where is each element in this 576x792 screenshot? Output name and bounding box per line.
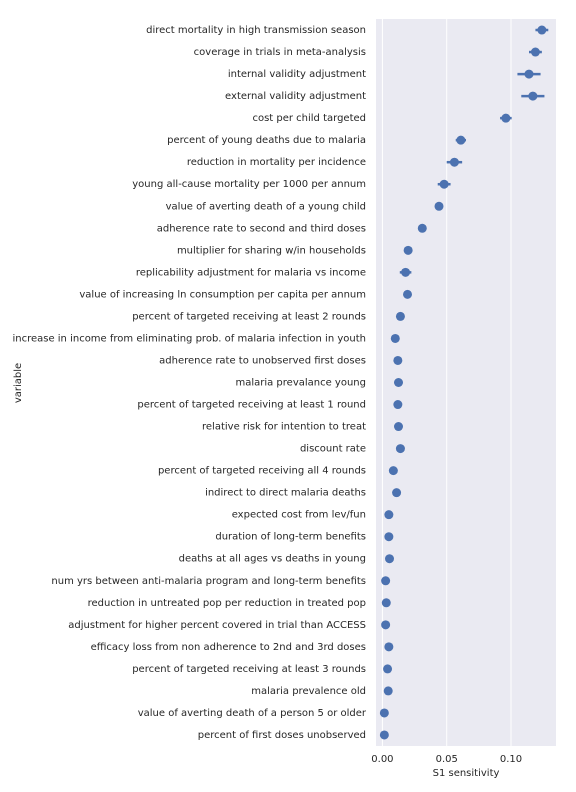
x-tick-label: 0.00 [371,754,393,765]
y-tick-label: adherence rate to unobserved first doses [159,355,366,366]
point [528,91,538,101]
point [537,25,547,35]
y-tick-label: malaria prevalance young [235,378,366,389]
point [449,157,459,167]
point [383,686,393,696]
point [392,488,402,498]
y-tick-label: relative risk for intention to treat [202,422,366,433]
point [403,289,412,299]
point [379,730,389,740]
point [501,113,511,123]
y-tick-label: value of averting death of a person 5 or… [138,708,367,719]
y-tick-label: efficacy loss from non adherence to 2nd … [91,642,366,653]
y-tick-label: value of averting death of a young child [166,201,366,212]
y-tick-label: percent of first doses unobserved [198,730,366,741]
point [417,223,427,233]
y-tick-label: percent of targeted receiving all 4 roun… [158,466,366,477]
y-tick-label: indirect to direct malaria deaths [205,488,366,499]
y-tick-label: num yrs between anti-malaria program and… [51,576,366,587]
y-tick-label: percent of targeted receiving at least 2… [132,311,366,322]
y-tick-label: duration of long-term benefits [215,532,366,543]
y-tick-label: multiplier for sharing w/in households [177,245,366,256]
point [384,642,394,652]
point [381,598,391,608]
y-tick-label: young all-cause mortality per 1000 per a… [132,179,366,190]
y-tick-label: adherence rate to second and third doses [157,223,366,234]
y-tick-label: expected cost from lev/fun [232,510,366,521]
y-tick-label: percent of targeted receiving at least 3… [132,664,366,675]
point [388,466,398,476]
point [390,333,400,343]
point [381,576,391,586]
point [384,510,394,520]
point [456,135,466,145]
y-tick-label: internal validity adjustment [228,69,366,80]
point [395,444,405,454]
point [393,355,403,365]
y-tick-label: discount rate [300,444,366,455]
y-axis-label: variable [13,363,24,403]
y-tick-label: deaths at all ages vs deaths in young [179,554,366,565]
y-tick-label: cost per child targeted [252,113,366,124]
y-tick-label: increase in income from eliminating prob… [12,333,366,344]
x-tick-label: 0.05 [436,754,458,765]
y-tick-label: value of increasing ln consumption per c… [79,289,366,300]
y-tick-label: malaria prevalence old [251,686,366,697]
point [383,664,393,674]
point [434,201,444,211]
point [385,554,394,564]
y-tick-label: replicability adjustment for malaria vs … [136,267,366,278]
point [379,708,389,718]
y-tick-label: coverage in trials in meta-analysis [194,47,366,58]
point [394,378,403,387]
y-tick-label: external validity adjustment [225,91,366,102]
x-tick-label: 0.10 [500,754,522,765]
point [439,179,449,189]
y-tick-label: percent of young deaths due to malaria [167,135,366,146]
y-tick-label: adjustment for higher percent covered in… [68,620,366,631]
y-tick-label: direct mortality in high transmission se… [146,25,366,36]
point [524,69,534,79]
y-tick-label: percent of targeted receiving at least 1… [137,400,366,411]
x-axis-label: S1 sensitivity [433,768,500,779]
y-tick-label: reduction in untreated pop per reduction… [88,598,366,609]
point [393,400,403,410]
point [401,267,411,277]
point [395,311,405,321]
y-tick-label: reduction in mortality per incidence [187,157,366,168]
point [384,532,394,542]
point [530,47,540,57]
point [381,620,391,630]
point [403,245,413,255]
point [394,422,403,432]
